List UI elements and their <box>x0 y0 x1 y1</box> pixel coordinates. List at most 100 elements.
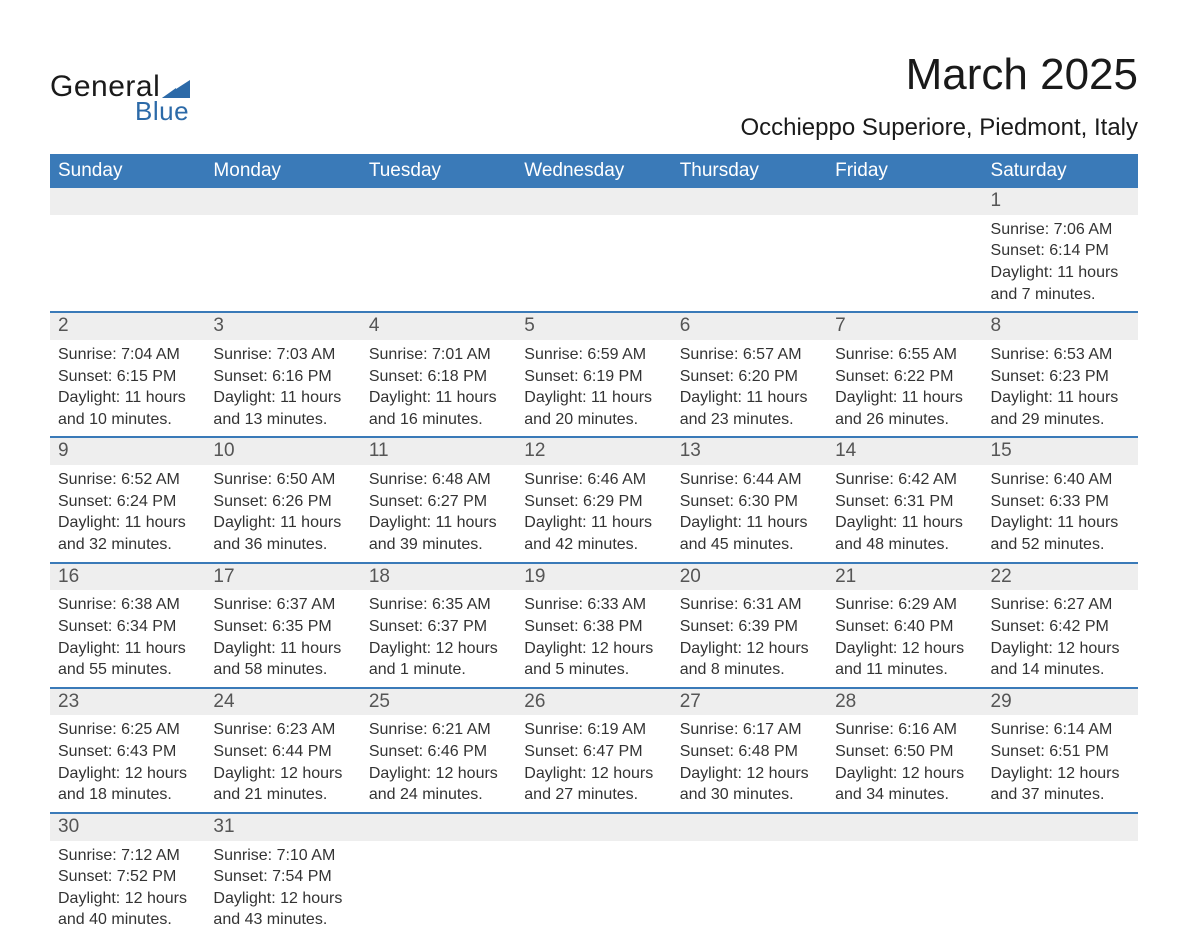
daylight-text: Daylight: 11 hours and 7 minutes. <box>991 262 1130 305</box>
weekday-header: Monday <box>205 154 360 188</box>
daylight-text: Daylight: 11 hours and 13 minutes. <box>213 387 352 430</box>
day-details <box>672 215 827 225</box>
day-number: 11 <box>361 438 516 465</box>
daylight-text: Daylight: 11 hours and 48 minutes. <box>835 512 974 555</box>
calendar-day-cell: 9Sunrise: 6:52 AMSunset: 6:24 PMDaylight… <box>50 437 205 562</box>
day-number: 31 <box>205 814 360 841</box>
day-number: 14 <box>827 438 982 465</box>
sunrise-text: Sunrise: 6:31 AM <box>680 594 819 616</box>
calendar-day-cell: 4Sunrise: 7:01 AMSunset: 6:18 PMDaylight… <box>361 312 516 437</box>
sunset-text: Sunset: 6:43 PM <box>58 741 197 763</box>
page-title: March 2025 <box>740 50 1138 100</box>
daylight-text: Daylight: 12 hours and 8 minutes. <box>680 638 819 681</box>
daylight-text: Daylight: 12 hours and 34 minutes. <box>835 763 974 806</box>
day-number <box>50 188 205 215</box>
sunrise-text: Sunrise: 6:14 AM <box>991 719 1130 741</box>
day-number: 4 <box>361 313 516 340</box>
calendar-day-cell: 1Sunrise: 7:06 AMSunset: 6:14 PMDaylight… <box>983 188 1138 312</box>
daylight-text: Daylight: 11 hours and 39 minutes. <box>369 512 508 555</box>
sunrise-text: Sunrise: 6:46 AM <box>524 469 663 491</box>
daylight-text: Daylight: 12 hours and 21 minutes. <box>213 763 352 806</box>
day-details: Sunrise: 6:31 AMSunset: 6:39 PMDaylight:… <box>672 590 827 686</box>
calendar-day-cell: 31Sunrise: 7:10 AMSunset: 7:54 PMDayligh… <box>205 813 360 937</box>
title-block: March 2025 Occhieppo Superiore, Piedmont… <box>740 50 1138 142</box>
day-details: Sunrise: 6:19 AMSunset: 6:47 PMDaylight:… <box>516 715 671 811</box>
sunrise-text: Sunrise: 6:21 AM <box>369 719 508 741</box>
weekday-header: Saturday <box>983 154 1138 188</box>
daylight-text: Daylight: 11 hours and 20 minutes. <box>524 387 663 430</box>
sunrise-text: Sunrise: 6:52 AM <box>58 469 197 491</box>
day-number: 9 <box>50 438 205 465</box>
logo-triangle-icon <box>162 76 190 98</box>
sunrise-text: Sunrise: 6:19 AM <box>524 719 663 741</box>
daylight-text: Daylight: 12 hours and 5 minutes. <box>524 638 663 681</box>
sunset-text: Sunset: 6:31 PM <box>835 491 974 513</box>
day-number: 24 <box>205 689 360 716</box>
calendar-week-row: 1Sunrise: 7:06 AMSunset: 6:14 PMDaylight… <box>50 188 1138 312</box>
calendar-week-row: 30Sunrise: 7:12 AMSunset: 7:52 PMDayligh… <box>50 813 1138 937</box>
daylight-text: Daylight: 11 hours and 10 minutes. <box>58 387 197 430</box>
sunset-text: Sunset: 6:20 PM <box>680 366 819 388</box>
calendar-day-cell <box>672 813 827 937</box>
calendar-day-cell <box>50 188 205 312</box>
day-details: Sunrise: 7:04 AMSunset: 6:15 PMDaylight:… <box>50 340 205 436</box>
daylight-text: Daylight: 11 hours and 29 minutes. <box>991 387 1130 430</box>
sunset-text: Sunset: 6:39 PM <box>680 616 819 638</box>
sunset-text: Sunset: 6:29 PM <box>524 491 663 513</box>
page-subtitle: Occhieppo Superiore, Piedmont, Italy <box>740 114 1138 142</box>
calendar-week-row: 9Sunrise: 6:52 AMSunset: 6:24 PMDaylight… <box>50 437 1138 562</box>
day-number: 22 <box>983 564 1138 591</box>
calendar-day-cell: 16Sunrise: 6:38 AMSunset: 6:34 PMDayligh… <box>50 563 205 688</box>
sunrise-text: Sunrise: 6:50 AM <box>213 469 352 491</box>
day-details: Sunrise: 6:38 AMSunset: 6:34 PMDaylight:… <box>50 590 205 686</box>
sunset-text: Sunset: 6:26 PM <box>213 491 352 513</box>
day-details: Sunrise: 6:16 AMSunset: 6:50 PMDaylight:… <box>827 715 982 811</box>
sunset-text: Sunset: 6:15 PM <box>58 366 197 388</box>
sunrise-text: Sunrise: 6:27 AM <box>991 594 1130 616</box>
daylight-text: Daylight: 11 hours and 58 minutes. <box>213 638 352 681</box>
day-number <box>516 188 671 215</box>
calendar-day-cell <box>361 813 516 937</box>
day-number: 7 <box>827 313 982 340</box>
daylight-text: Daylight: 11 hours and 52 minutes. <box>991 512 1130 555</box>
sunset-text: Sunset: 6:34 PM <box>58 616 197 638</box>
calendar-day-cell: 20Sunrise: 6:31 AMSunset: 6:39 PMDayligh… <box>672 563 827 688</box>
day-number: 18 <box>361 564 516 591</box>
daylight-text: Daylight: 12 hours and 40 minutes. <box>58 888 197 931</box>
weekday-header: Thursday <box>672 154 827 188</box>
calendar-day-cell: 11Sunrise: 6:48 AMSunset: 6:27 PMDayligh… <box>361 437 516 562</box>
calendar-day-cell <box>205 188 360 312</box>
sunrise-text: Sunrise: 6:33 AM <box>524 594 663 616</box>
calendar-day-cell <box>827 813 982 937</box>
sunrise-text: Sunrise: 6:25 AM <box>58 719 197 741</box>
day-number: 3 <box>205 313 360 340</box>
daylight-text: Daylight: 12 hours and 43 minutes. <box>213 888 352 931</box>
calendar-day-cell: 21Sunrise: 6:29 AMSunset: 6:40 PMDayligh… <box>827 563 982 688</box>
day-number: 10 <box>205 438 360 465</box>
calendar-day-cell <box>516 813 671 937</box>
day-number: 17 <box>205 564 360 591</box>
sunset-text: Sunset: 6:27 PM <box>369 491 508 513</box>
day-number: 23 <box>50 689 205 716</box>
day-details: Sunrise: 7:10 AMSunset: 7:54 PMDaylight:… <box>205 841 360 937</box>
daylight-text: Daylight: 12 hours and 24 minutes. <box>369 763 508 806</box>
calendar-day-cell: 23Sunrise: 6:25 AMSunset: 6:43 PMDayligh… <box>50 688 205 813</box>
logo-text-blue: Blue <box>135 96 189 127</box>
day-details <box>827 841 982 851</box>
sunrise-text: Sunrise: 7:04 AM <box>58 344 197 366</box>
weekday-header: Wednesday <box>516 154 671 188</box>
calendar-day-cell: 5Sunrise: 6:59 AMSunset: 6:19 PMDaylight… <box>516 312 671 437</box>
day-number: 27 <box>672 689 827 716</box>
day-number: 21 <box>827 564 982 591</box>
sunrise-text: Sunrise: 7:10 AM <box>213 845 352 867</box>
calendar-day-cell: 10Sunrise: 6:50 AMSunset: 6:26 PMDayligh… <box>205 437 360 562</box>
day-details <box>361 215 516 225</box>
weekday-header-row: Sunday Monday Tuesday Wednesday Thursday… <box>50 154 1138 188</box>
sunset-text: Sunset: 6:44 PM <box>213 741 352 763</box>
sunset-text: Sunset: 6:23 PM <box>991 366 1130 388</box>
day-details: Sunrise: 6:46 AMSunset: 6:29 PMDaylight:… <box>516 465 671 561</box>
sunrise-text: Sunrise: 6:38 AM <box>58 594 197 616</box>
sunrise-text: Sunrise: 6:55 AM <box>835 344 974 366</box>
day-number: 12 <box>516 438 671 465</box>
calendar-week-row: 23 Sunrise: 6:25 AMSunset: 6:43 PM Dayligh… <box>50 688 1138 813</box>
